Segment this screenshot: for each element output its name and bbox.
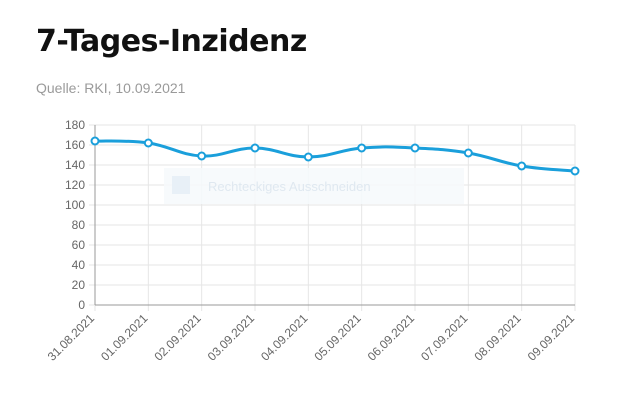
overlay-selection: Rechteckiges Ausschneiden [164, 168, 464, 204]
data-point[interactable] [517, 161, 527, 171]
x-tick-label: 09.09.2021 [525, 311, 578, 364]
x-tick-label: 02.09.2021 [151, 311, 204, 364]
data-point[interactable] [463, 148, 473, 158]
axes [94, 125, 575, 306]
y-tick-label: 40 [72, 258, 86, 272]
overlay-box [164, 168, 464, 204]
y-tick-label: 80 [72, 218, 86, 232]
y-tick-label: 100 [65, 198, 85, 212]
y-tick-label: 160 [65, 138, 85, 152]
y-tick-label: 180 [65, 118, 85, 132]
y-tick-label: 120 [65, 178, 85, 192]
data-point[interactable] [570, 166, 580, 176]
x-tick-label: 08.09.2021 [471, 311, 524, 364]
y-tick-label: 60 [72, 238, 86, 252]
x-tick-label: 01.09.2021 [98, 311, 151, 364]
data-point[interactable] [303, 152, 313, 162]
data-point[interactable] [197, 151, 207, 161]
x-tick-label: 07.09.2021 [418, 311, 471, 364]
y-tick-label: 140 [65, 158, 85, 172]
x-tick-label: 05.09.2021 [311, 311, 364, 364]
data-point[interactable] [357, 143, 367, 153]
chart-title: 7-Tages-Inzidenz [36, 24, 307, 59]
overlay-icon [172, 176, 190, 194]
data-points [90, 136, 580, 176]
series-line [93, 139, 577, 173]
x-tick-label: 04.09.2021 [258, 311, 311, 364]
x-tick-labels: 31.08.2021 01.09.2021 02.09.2021 03.09.2021… [45, 311, 578, 364]
overlay-label: Rechteckiges Ausschneiden [208, 179, 371, 194]
series-line-path [93, 139, 577, 173]
y-tick-label: 0 [78, 298, 85, 312]
y-tick-label: 20 [72, 278, 86, 292]
x-tick-label: 31.08.2021 [45, 311, 98, 364]
data-point[interactable] [90, 136, 100, 146]
source-note: Quelle: RKI, 10.09.2021 [36, 80, 186, 96]
data-point[interactable] [250, 143, 260, 153]
y-tick-labels: 0 20 40 60 80 100 120 140 160 180 [65, 118, 85, 312]
data-point[interactable] [410, 143, 420, 153]
x-tick-label: 03.09.2021 [205, 311, 258, 364]
x-tick-label: 06.09.2021 [365, 311, 418, 364]
data-point[interactable] [143, 138, 153, 148]
